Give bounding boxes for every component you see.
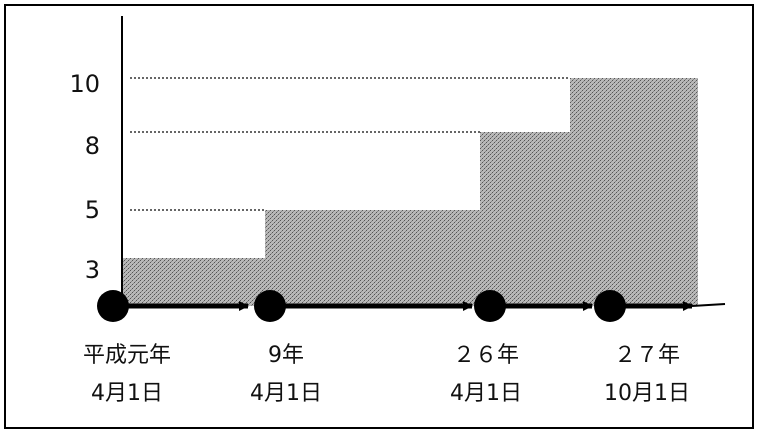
y-tick-label-5: 5 [85,196,100,224]
timeline-point-4 [594,290,626,322]
step-area-2 [265,210,480,306]
y-tick-label-10: 10 [69,70,100,98]
step-area-1 [122,258,265,306]
y-tick-label-8: 8 [85,132,100,160]
timeline-tail [691,303,726,307]
step-area-3 [480,132,570,306]
x-label-line1-2: 9年 [268,343,304,368]
x-label-line2-2: 4月1日 [250,381,322,406]
x-label-line1-1: 平成元年 [83,343,171,368]
chart-border [4,4,754,429]
x-label-line1-4: ２７年 [614,343,680,368]
x-label-line2-4: 10月1日 [604,381,690,406]
timeline-point-3 [474,290,506,322]
x-label-line1-3: ２６年 [453,343,519,368]
x-label-line2-3: 4月1日 [450,381,522,406]
y-tick-label-3: 3 [85,256,100,284]
step-area-4 [570,78,698,306]
x-label-line2-1: 4月1日 [91,381,163,406]
timeline-point-2 [254,290,286,322]
timeline-point-1 [97,290,129,322]
